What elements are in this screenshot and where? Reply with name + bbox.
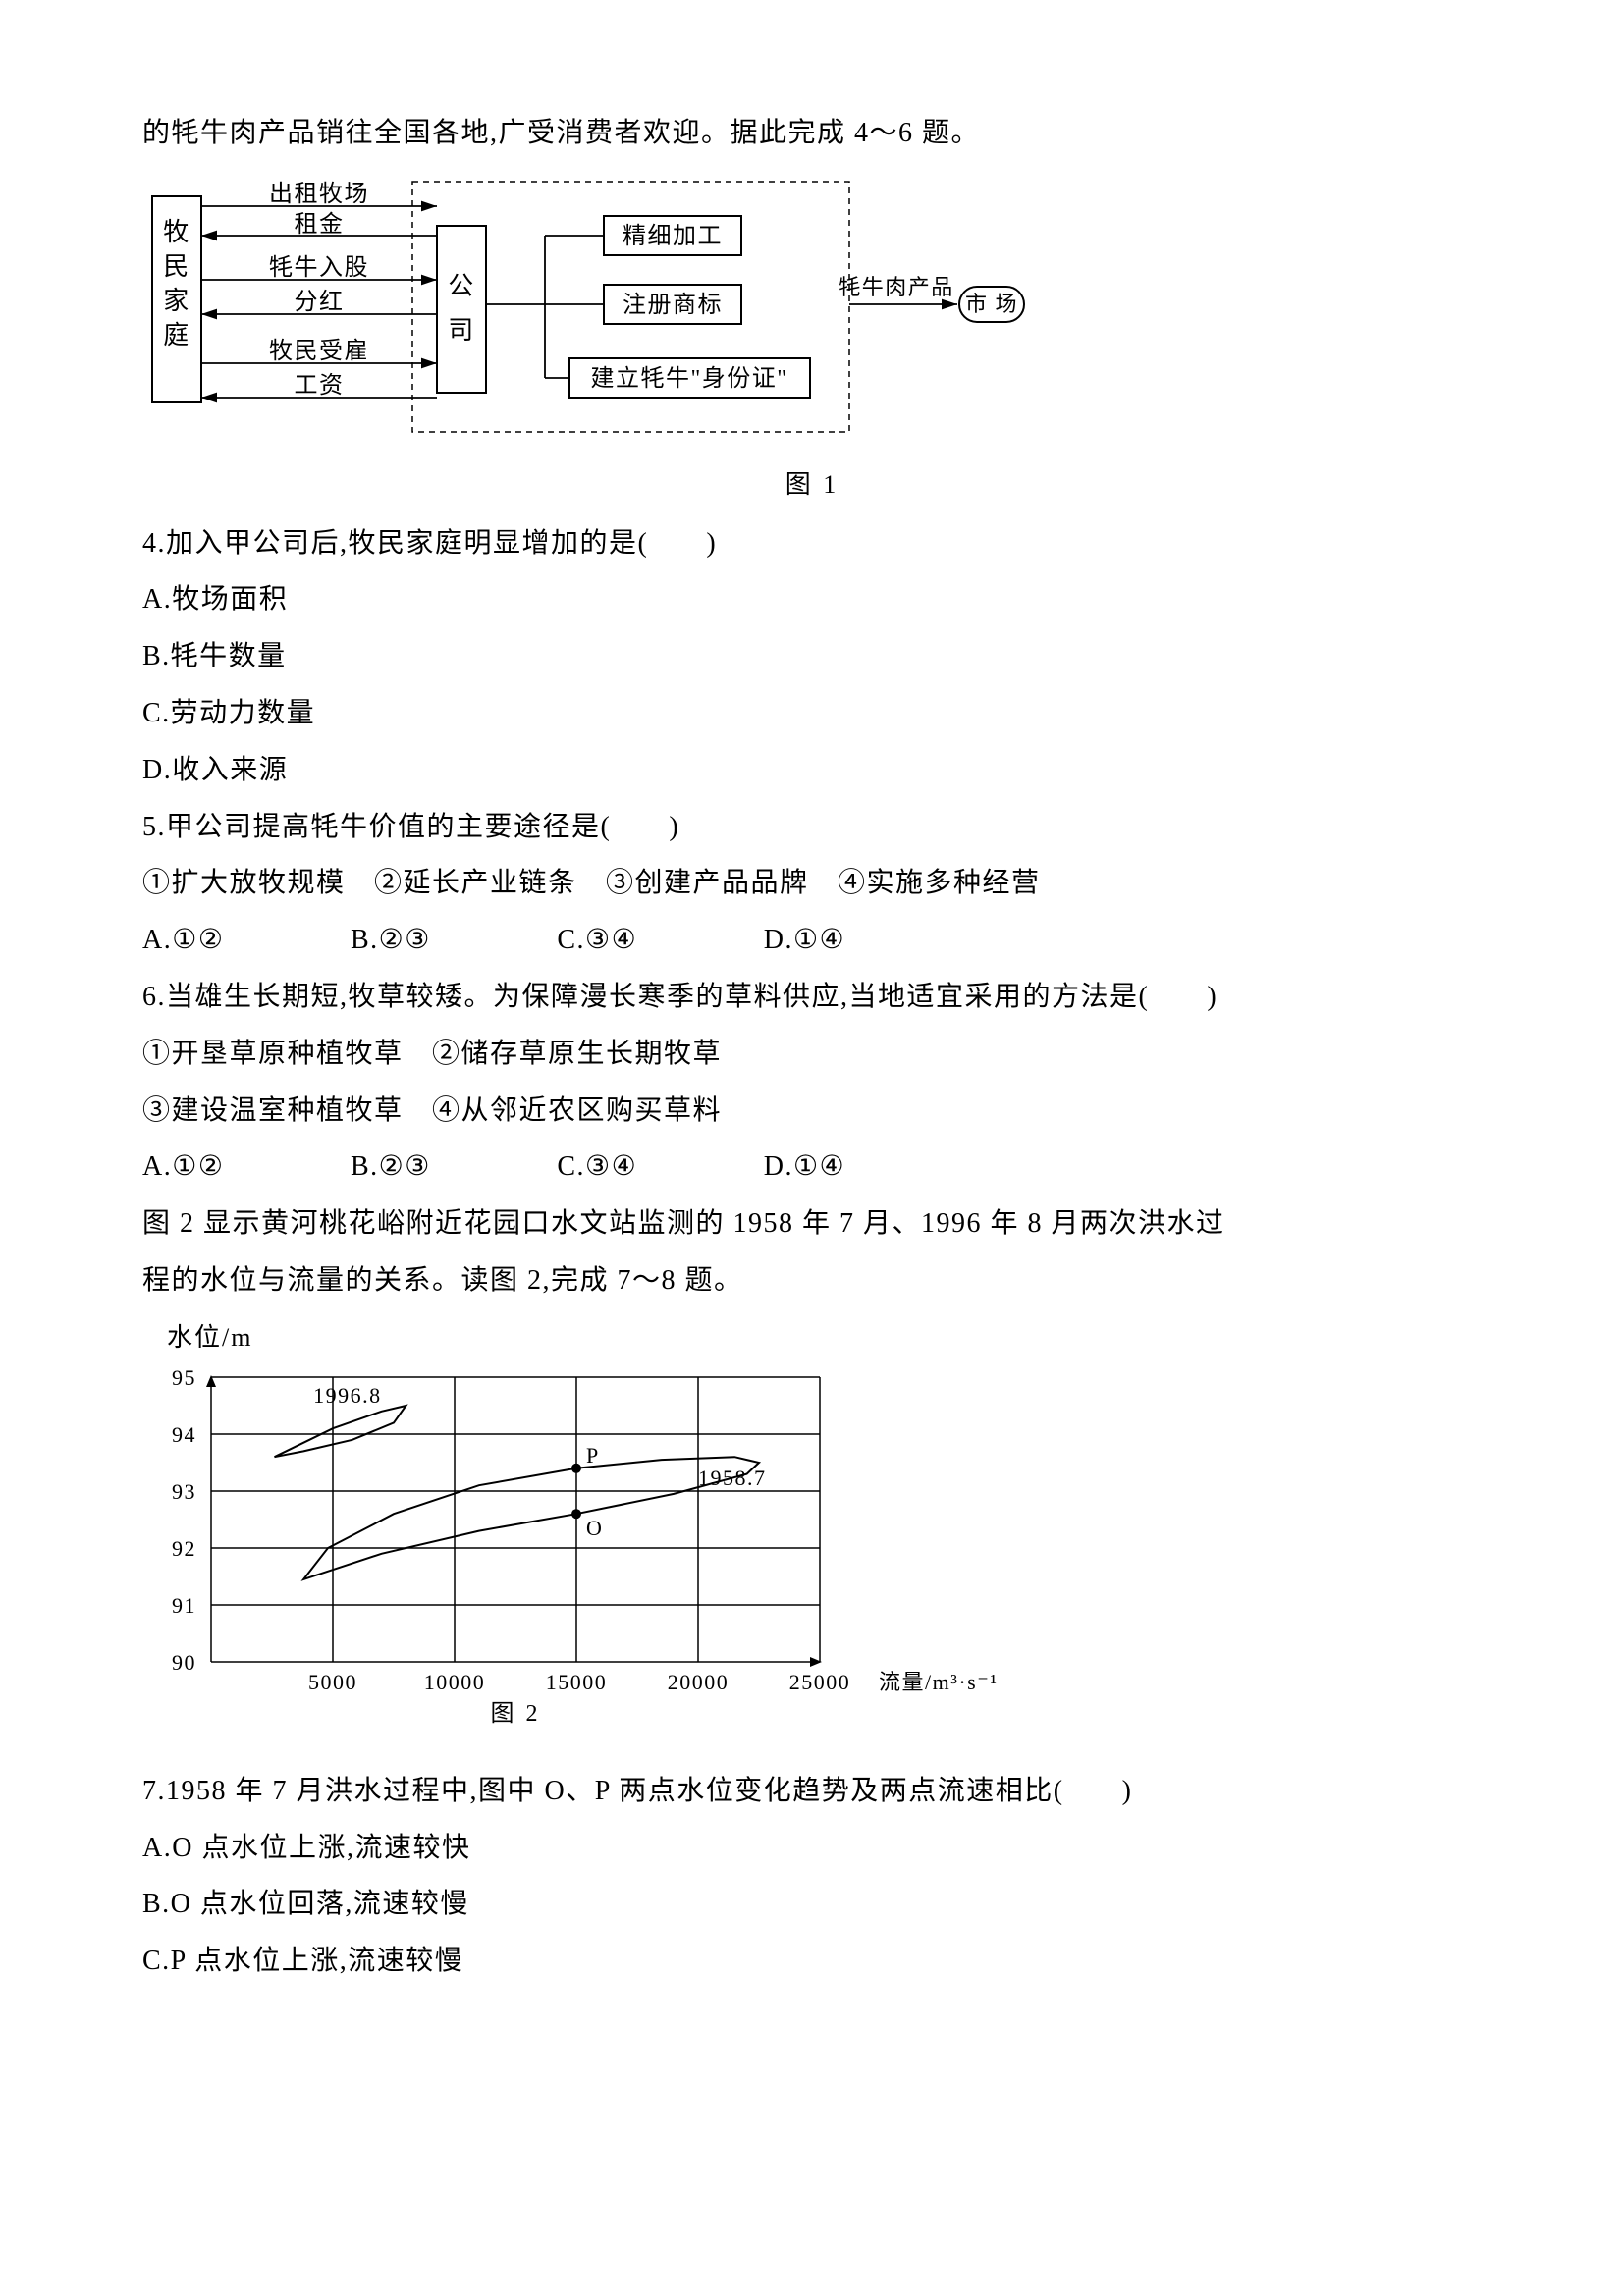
svg-text:15000: 15000 <box>546 1670 608 1694</box>
q7-b: B.O 点水位回落,流速较慢 <box>142 1879 1482 1930</box>
q5-c: C.③④ <box>557 915 637 966</box>
svg-text:司: 司 <box>448 316 475 345</box>
q5-options: A.①② B.②③ C.③④ D.①④ <box>142 915 1482 966</box>
svg-text:92: 92 <box>172 1536 196 1561</box>
svg-text:1958.7: 1958.7 <box>698 1466 767 1490</box>
diagram-1-caption: 图 1 <box>142 461 1482 508</box>
svg-text:P: P <box>586 1443 600 1468</box>
intro-top: 的牦牛肉产品销往全国各地,广受消费者欢迎。据此完成 4～6 题。 <box>142 108 1482 159</box>
svg-text:20000: 20000 <box>668 1670 730 1694</box>
q6-stem: 6.当雄生长期短,牧草较矮。为保障漫长寒季的草料供应,当地适宜采用的方法是( ) <box>142 972 1482 1023</box>
svg-text:建立牦牛"身份证": 建立牦牛"身份证" <box>590 365 787 392</box>
q5-b: B.②③ <box>351 915 431 966</box>
svg-text:图 2: 图 2 <box>491 1701 541 1727</box>
svg-text:工资: 工资 <box>295 372 345 399</box>
q6-d: D.①④ <box>764 1142 845 1193</box>
q5-sub: ①扩大放牧规模 ②延长产业链条 ③创建产品品牌 ④实施多种经营 <box>142 858 1482 909</box>
svg-text:注册商标: 注册商标 <box>623 292 723 318</box>
q7-c: C.P 点水位上涨,流速较慢 <box>142 1936 1482 1987</box>
diagram-1-svg: 牧 民 家 庭 公 司 出租牧场 租金 牦牛入股 <box>142 167 1026 442</box>
svg-text:租金: 租金 <box>295 211 345 238</box>
q6-l2: ③建设温室种植牧草 ④从邻近农区购买草料 <box>142 1086 1482 1137</box>
q5-d: D.①④ <box>764 915 845 966</box>
q6-b: B.②③ <box>351 1142 431 1193</box>
svg-text:分红: 分红 <box>295 289 345 315</box>
intro2-l2: 程的水位与流量的关系。读图 2,完成 7～8 题。 <box>142 1255 1482 1307</box>
chart-block: 水位/m 5000 10000 15000 20000 25000 90 91 92 93 94 9… <box>142 1314 1482 1748</box>
svg-text:5000: 5000 <box>308 1670 357 1694</box>
intro2-l1: 图 2 显示黄河桃花峪附近花园口水文站监测的 1958 年 7 月、1996 年… <box>142 1199 1482 1250</box>
svg-text:民: 民 <box>163 252 190 281</box>
svg-text:流量/m³·s⁻¹: 流量/m³·s⁻¹ <box>879 1670 998 1694</box>
q6-options: A.①② B.②③ C.③④ D.①④ <box>142 1142 1482 1193</box>
svg-text:牦牛肉产品: 牦牛肉产品 <box>839 275 954 299</box>
svg-text:10000: 10000 <box>424 1670 486 1694</box>
chart-ylabel: 水位/m <box>167 1314 1482 1362</box>
svg-text:94: 94 <box>172 1422 196 1447</box>
q4-b: B.牦牛数量 <box>142 631 1482 682</box>
chart-svg: 5000 10000 15000 20000 25000 90 91 92 93 94 95 流量/m… <box>142 1367 1026 1731</box>
svg-text:O: O <box>586 1516 603 1540</box>
svg-text:庭: 庭 <box>163 321 190 349</box>
q4-a: A.牧场面积 <box>142 574 1482 625</box>
svg-text:精细加工: 精细加工 <box>623 223 723 249</box>
page: 的牦牛肉产品销往全国各地,广受消费者欢迎。据此完成 4～6 题。 牧 民 家 庭… <box>0 0 1624 2296</box>
svg-text:牦牛入股: 牦牛入股 <box>269 254 369 281</box>
q7-a: A.O 点水位上涨,流速较快 <box>142 1823 1482 1874</box>
svg-text:公: 公 <box>448 272 475 300</box>
svg-text:出租牧场: 出租牧场 <box>269 181 369 207</box>
q4-d: D.收入来源 <box>142 745 1482 796</box>
q6-l1: ①开垦草原种植牧草 ②储存草原生长期牧草 <box>142 1029 1482 1080</box>
q4-c: C.劳动力数量 <box>142 688 1482 739</box>
svg-text:1996.8: 1996.8 <box>313 1383 382 1408</box>
q4-stem: 4.加入甲公司后,牧民家庭明显增加的是( ) <box>142 518 1482 569</box>
q5-stem: 5.甲公司提高牦牛价值的主要途径是( ) <box>142 802 1482 853</box>
svg-text:市 场: 市 场 <box>965 292 1018 316</box>
svg-text:95: 95 <box>172 1367 196 1390</box>
tx-left-1: 牧 <box>163 218 190 246</box>
diagram-1: 牧 民 家 庭 公 司 出租牧场 租金 牦牛入股 <box>142 167 1482 508</box>
q6-c: C.③④ <box>557 1142 637 1193</box>
q5-a: A.①② <box>142 915 224 966</box>
svg-text:25000: 25000 <box>789 1670 851 1694</box>
svg-text:家: 家 <box>163 287 190 315</box>
svg-text:93: 93 <box>172 1479 196 1504</box>
q6-a: A.①② <box>142 1142 224 1193</box>
q7-stem: 7.1958 年 7 月洪水过程中,图中 O、P 两点水位变化趋势及两点流速相比… <box>142 1766 1482 1817</box>
svg-text:牧民受雇: 牧民受雇 <box>269 338 369 364</box>
svg-text:90: 90 <box>172 1650 196 1675</box>
svg-text:91: 91 <box>172 1593 196 1618</box>
